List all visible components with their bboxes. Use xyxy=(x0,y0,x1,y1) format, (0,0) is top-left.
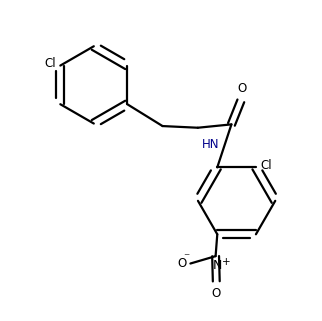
Text: Cl: Cl xyxy=(44,57,56,70)
Text: N: N xyxy=(213,259,222,272)
Text: HN: HN xyxy=(202,138,220,151)
Text: O: O xyxy=(177,257,186,270)
Text: Cl: Cl xyxy=(260,159,272,172)
Text: O: O xyxy=(212,287,221,300)
Text: O: O xyxy=(237,82,246,95)
Text: +: + xyxy=(222,257,230,267)
Text: ⁻: ⁻ xyxy=(183,251,189,264)
